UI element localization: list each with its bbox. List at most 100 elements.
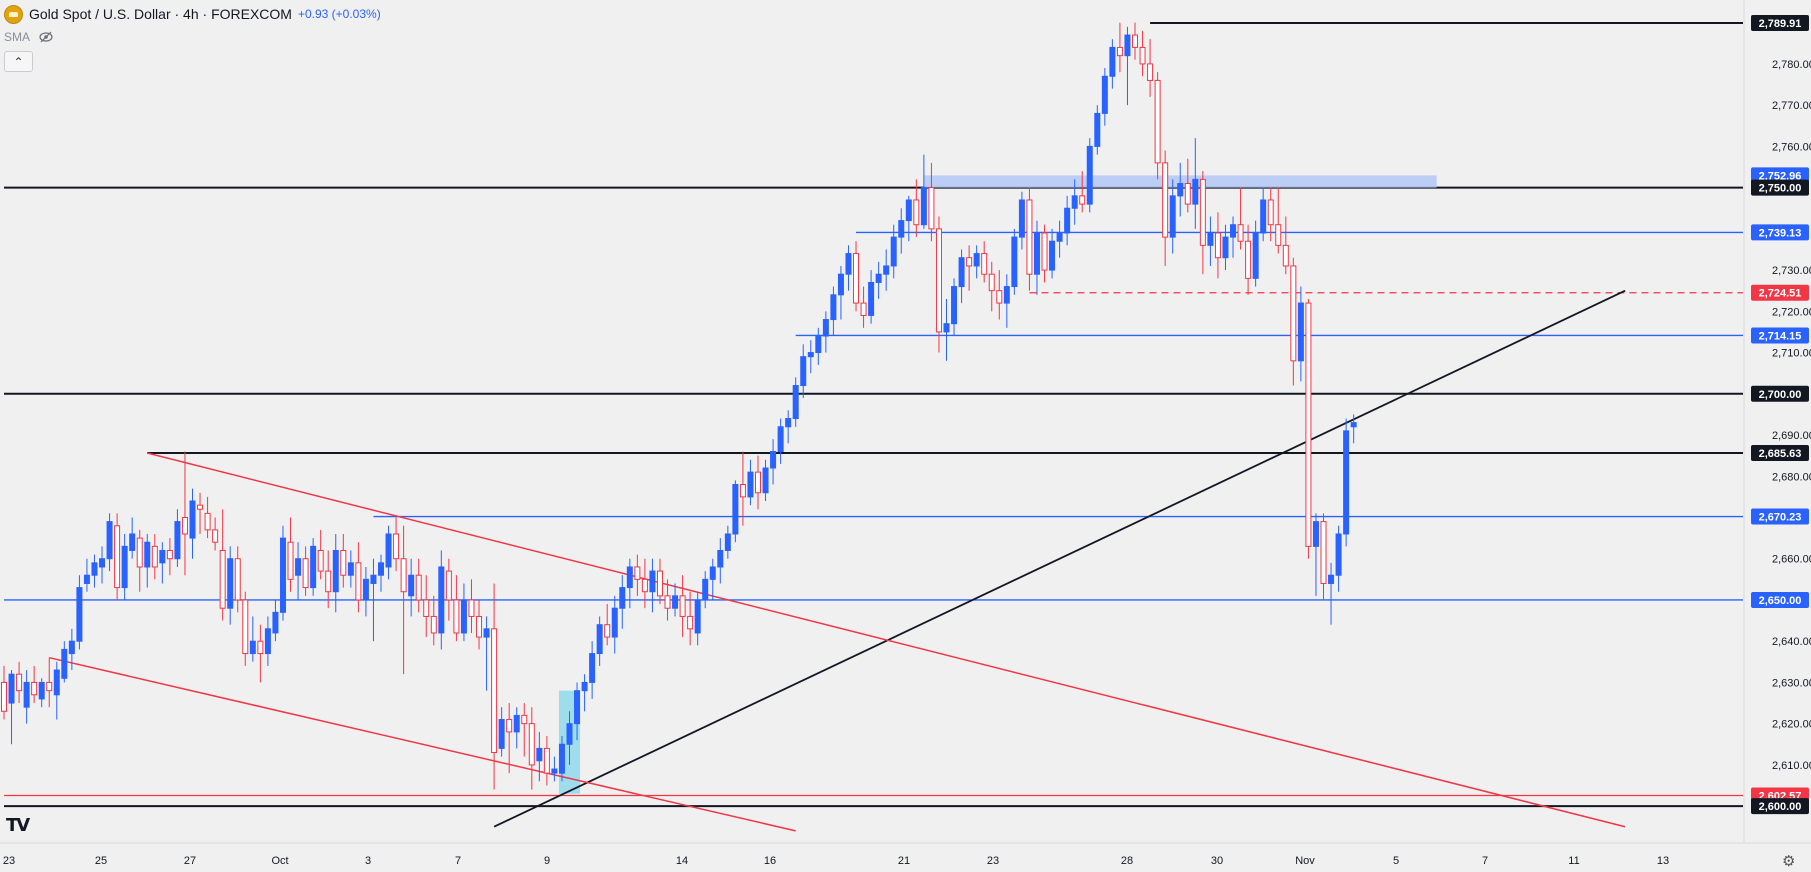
x-tick-label: 21 [898, 855, 910, 867]
candle-body [1328, 574, 1335, 584]
candle-body [99, 558, 106, 568]
eye-hidden-icon[interactable] [38, 31, 54, 43]
candle-body [551, 768, 558, 774]
x-tick-label: 25 [95, 855, 107, 867]
candle-body [1116, 46, 1123, 57]
candle-body [770, 451, 777, 469]
candle-body [385, 533, 392, 568]
indicator-row: SMA [4, 29, 54, 45]
x-tick-label: 11 [1568, 855, 1579, 867]
price-badge [1751, 224, 1809, 241]
x-tick-label: 7 [455, 855, 461, 867]
candle-body [106, 521, 113, 560]
candle-body [830, 294, 837, 321]
candle-body [1267, 199, 1274, 226]
candle-body [174, 521, 181, 560]
candle-body [724, 533, 731, 551]
candle-body [709, 566, 716, 580]
candle-body [981, 253, 988, 275]
candle-body [913, 199, 920, 226]
candle-body [966, 257, 973, 267]
candle-body [227, 558, 234, 609]
candle-body [302, 558, 309, 589]
candle-body [1033, 232, 1040, 275]
candle-body [121, 545, 128, 589]
candle-body [687, 615, 694, 630]
candle-body [144, 541, 151, 568]
collapse-button[interactable]: ⌃ [4, 51, 33, 72]
trendline [49, 656, 796, 832]
candle-body [347, 562, 354, 576]
candle-body [943, 323, 950, 333]
candle-body [1230, 224, 1237, 238]
y-tick-label: 2,690.00 [1772, 430, 1811, 442]
candle-body [23, 681, 30, 708]
candle-body [506, 719, 513, 733]
candle-body [1079, 195, 1086, 205]
candle-body [1275, 224, 1282, 246]
candle-body [249, 640, 256, 655]
candle-body [1177, 182, 1184, 197]
price-badge-label: 2,650.00 [1759, 595, 1802, 607]
y-tick-label: 2,620.00 [1772, 719, 1811, 731]
x-tick-label: 9 [544, 855, 550, 867]
price-badge-label: 2,685.63 [1759, 448, 1802, 460]
candle-body [166, 549, 173, 560]
candle-body [310, 545, 317, 589]
symbol-header: Gold Spot / U.S. Dollar · 4h · FOREXCOM … [4, 4, 381, 24]
candle-body [498, 719, 505, 749]
candle-body [483, 628, 490, 638]
y-tick-label: 2,780.00 [1772, 59, 1811, 71]
x-tick-label: 28 [1121, 855, 1133, 867]
candle-body [197, 504, 204, 510]
candle-body [777, 426, 784, 453]
price-badge-label: 2,789.91 [1759, 18, 1802, 30]
candle-body [1214, 232, 1221, 259]
candle-body [1, 681, 7, 712]
candle-body [1312, 521, 1319, 547]
candle-body [1094, 112, 1101, 147]
tradingview-logo-icon[interactable]: TV [6, 815, 30, 836]
price-badge-label: 2,600.00 [1759, 801, 1802, 813]
candle-body [822, 319, 829, 337]
indicator-name[interactable]: SMA [4, 30, 31, 44]
candle-body [1184, 182, 1191, 205]
candle-body [988, 273, 995, 292]
candle-body [536, 747, 543, 762]
candle-body [1064, 207, 1071, 234]
candle-body [1011, 236, 1018, 288]
candle-body [1282, 244, 1289, 267]
y-tick-label: 2,770.00 [1772, 100, 1811, 112]
candle-body [1147, 63, 1154, 81]
candle-body [8, 673, 15, 704]
y-tick-label: 2,660.00 [1772, 554, 1811, 566]
price-badge [1751, 591, 1809, 608]
candle-body [460, 599, 467, 634]
candle-body [1290, 265, 1297, 362]
candle-body [491, 628, 498, 754]
candle-body [295, 558, 302, 576]
price-badge-label: 2,714.15 [1759, 330, 1802, 342]
candle-body [800, 356, 807, 387]
symbol-title[interactable]: Gold Spot / U.S. Dollar · 4h · FOREXCOM [29, 6, 292, 22]
candle-body [574, 690, 581, 725]
x-tick-label: 7 [1482, 855, 1488, 867]
candle-body [83, 574, 90, 584]
candle-body [264, 628, 271, 655]
candle-body [1335, 533, 1342, 576]
candle-body [717, 549, 724, 568]
candle-body [219, 549, 226, 609]
x-tick-label: 23 [3, 855, 15, 867]
candle-body [679, 595, 686, 617]
price-badge [1751, 179, 1809, 196]
settings-gear-icon[interactable]: ⚙ [1782, 853, 1796, 870]
candle-body [649, 570, 656, 593]
price-badge [1751, 327, 1809, 344]
candle-body [853, 253, 860, 304]
candle-body [1056, 232, 1063, 242]
candle-body [755, 471, 761, 494]
candle-body [378, 562, 384, 576]
candle-body [408, 574, 415, 597]
candle-body [973, 253, 980, 267]
